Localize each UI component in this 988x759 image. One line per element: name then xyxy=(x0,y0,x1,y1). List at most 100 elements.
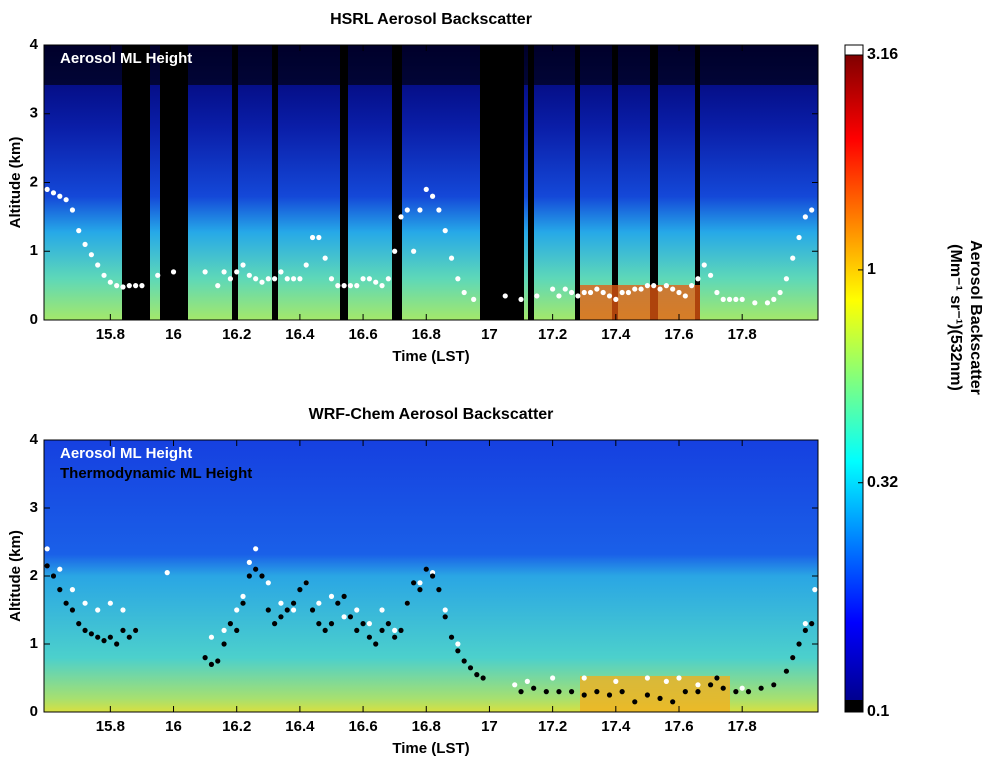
ml-height-point xyxy=(360,621,366,627)
ml-height-point xyxy=(796,234,802,241)
ml-height-point xyxy=(606,293,613,299)
no-data-columns xyxy=(44,45,818,320)
ml-height-point xyxy=(366,276,372,282)
ml-height-point xyxy=(253,276,259,282)
ml-height-point xyxy=(322,255,328,261)
ml-height-point xyxy=(619,689,625,695)
ml-height-point xyxy=(278,269,284,275)
ml-height-point xyxy=(600,289,606,296)
ml-height-point xyxy=(366,621,372,627)
ml-height-point xyxy=(812,587,818,593)
ml-height-point xyxy=(328,621,335,627)
ml-height-point xyxy=(802,627,808,634)
ml-height-point xyxy=(613,296,619,302)
ml-height-point xyxy=(568,689,575,695)
ml-height-point xyxy=(771,682,777,688)
y-axis-label: Altitude (km) xyxy=(7,530,24,622)
colorbar-tick-label: 0.1 xyxy=(867,703,889,720)
ml-height-point xyxy=(543,689,549,695)
ml-height-point xyxy=(638,286,644,292)
ml-height-point xyxy=(265,580,271,586)
ml-height-point xyxy=(701,262,707,268)
ml-height-point xyxy=(221,269,227,275)
ml-height-point xyxy=(461,289,467,296)
x-tick-label: 16.8 xyxy=(412,326,441,343)
ml-height-point xyxy=(550,286,556,292)
ml-height-point xyxy=(120,627,126,634)
ml-height-point xyxy=(303,262,309,268)
x-tick-label: 17.6 xyxy=(664,326,693,343)
ml-height-point xyxy=(354,607,360,613)
ml-height-point xyxy=(474,672,480,678)
ml-height-point xyxy=(461,658,467,664)
ml-height-point xyxy=(594,286,600,292)
ml-height-point xyxy=(316,600,322,606)
ml-height-point xyxy=(114,641,120,647)
ml-height-point xyxy=(644,675,651,681)
x-tick-label: 16.8 xyxy=(412,718,441,735)
ml-height-point xyxy=(347,614,354,620)
colorbar-label: Aerosol Backscatter xyxy=(967,240,984,395)
ml-height-point xyxy=(676,289,682,296)
x-tick-label: 17 xyxy=(481,718,498,735)
ml-height-point xyxy=(802,621,808,627)
ml-height-point xyxy=(82,627,88,634)
ml-height-point xyxy=(619,289,625,296)
y-tick-label: 0 xyxy=(30,311,38,328)
colorbar-unit: (Mm⁻¹ sr⁻¹)(532nm) xyxy=(947,244,964,391)
ml-height-point xyxy=(57,587,63,593)
ml-height-point xyxy=(581,289,587,296)
ml-height-point xyxy=(227,276,233,282)
ml-height-point xyxy=(625,289,632,296)
ml-height-point xyxy=(354,627,360,634)
ml-height-point xyxy=(448,634,455,640)
y-tick-label: 4 xyxy=(30,36,39,53)
ml-height-point xyxy=(802,214,808,220)
colorbar-tick-label: 0.32 xyxy=(867,474,898,491)
ml-height-point xyxy=(76,228,82,234)
ml-height-point xyxy=(335,283,341,289)
ml-height-point xyxy=(354,283,360,289)
ml-height-point xyxy=(69,607,76,613)
ml-height-point xyxy=(88,631,94,637)
ml-height-point xyxy=(385,276,391,282)
ml-height-point xyxy=(215,658,221,664)
ml-height-point xyxy=(606,692,613,698)
ml-height-point xyxy=(575,293,581,299)
ml-height-point xyxy=(404,207,410,213)
y-tick-label: 2 xyxy=(30,173,38,190)
ml-height-point xyxy=(265,276,271,282)
ml-height-point xyxy=(234,607,240,613)
ml-height-point xyxy=(126,283,132,289)
ml-height-point xyxy=(139,283,145,289)
ml-height-point xyxy=(777,289,783,296)
ml-height-point xyxy=(670,699,676,705)
ml-height-point xyxy=(695,276,701,282)
ml-height-point xyxy=(644,283,651,289)
ml-height-point xyxy=(518,296,524,302)
ml-height-point xyxy=(657,695,663,702)
ml-height-point xyxy=(227,621,233,627)
ml-height-point xyxy=(689,283,695,289)
ml-height-point xyxy=(107,279,113,285)
x-tick-label: 17 xyxy=(481,326,498,343)
ml-height-point xyxy=(524,678,530,685)
colorbar-tick-label: 1 xyxy=(867,261,876,278)
ml-height-point xyxy=(88,252,94,258)
ml-height-point xyxy=(234,269,240,275)
ml-height-point xyxy=(309,607,316,613)
ml-height-point xyxy=(581,675,587,681)
ml-height-point xyxy=(480,675,486,681)
y-tick-label: 0 xyxy=(30,703,38,720)
x-tick-label: 17.2 xyxy=(538,326,567,343)
ml-height-point xyxy=(259,573,265,579)
ml-height-point xyxy=(663,678,669,685)
ml-height-point xyxy=(398,627,404,634)
x-tick-label: 16 xyxy=(165,718,182,735)
ml-height-point xyxy=(82,600,88,606)
ml-height-point xyxy=(265,607,271,613)
ml-height-point xyxy=(259,279,265,285)
ml-height-point xyxy=(202,269,208,275)
ml-height-point xyxy=(253,566,259,572)
